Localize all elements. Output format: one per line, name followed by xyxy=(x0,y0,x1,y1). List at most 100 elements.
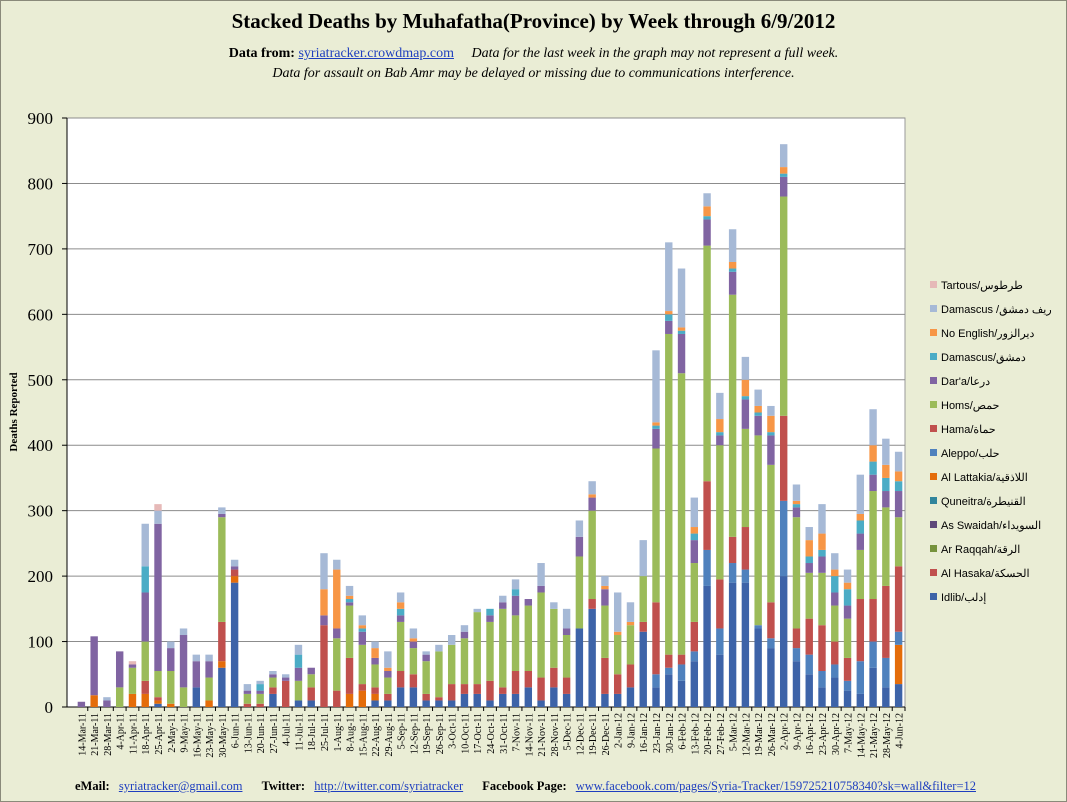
bar-segment xyxy=(167,671,175,704)
x-tick-label: 21-Nov-11 xyxy=(537,713,548,757)
bar-segment xyxy=(894,631,903,645)
bar-segment xyxy=(243,690,252,694)
twitter-link[interactable]: http://twitter.com/syriatracker xyxy=(314,779,464,793)
bar-segment xyxy=(613,693,622,707)
bar-segment xyxy=(754,435,762,626)
x-tick-label: 4-Jun-12 xyxy=(895,713,906,749)
bar-segment xyxy=(345,602,354,606)
bar-segment xyxy=(626,687,635,707)
legend-swatch xyxy=(930,353,937,360)
bar-segment xyxy=(741,569,750,583)
x-tick-label: 23-May-11 xyxy=(205,713,216,758)
legend-swatch xyxy=(930,329,937,336)
bar-segment xyxy=(741,356,750,380)
bar-segment xyxy=(294,700,303,707)
bar-segment xyxy=(728,229,737,262)
legend-label: Aleppo/حلب xyxy=(941,448,1000,460)
x-tick-label: 17-Oct-11 xyxy=(473,713,484,754)
x-tick-label: 12-Mar-12 xyxy=(741,713,752,756)
legend-label: Idlib/إدلب xyxy=(941,592,986,604)
email-link[interactable]: syriatracker@gmail.com xyxy=(118,779,243,793)
bar-segment xyxy=(779,576,788,707)
bar-segment xyxy=(792,507,801,518)
bar-segment xyxy=(690,533,699,541)
x-tick-label: 14-May-12 xyxy=(856,713,867,758)
bar-segment xyxy=(460,625,469,632)
bar-segment xyxy=(818,556,826,573)
bar-segment xyxy=(230,582,239,707)
bar-segment xyxy=(447,644,456,685)
bar-segment xyxy=(894,491,903,518)
legend-swatch xyxy=(930,473,937,480)
bar-segment xyxy=(613,592,622,632)
bar-segment xyxy=(409,641,418,649)
bar-segment xyxy=(154,504,162,511)
bar-segment xyxy=(652,425,660,429)
bar-segment xyxy=(677,680,686,707)
bar-segment xyxy=(307,674,315,688)
bar-segment xyxy=(307,700,315,707)
bar-segment xyxy=(345,585,354,596)
bar-segment xyxy=(626,664,635,688)
bar-segment xyxy=(230,569,239,577)
bar-segment xyxy=(626,602,635,622)
bar-segment xyxy=(601,657,609,694)
x-tick-label: 25-Jul-11 xyxy=(320,713,331,751)
bar-segment xyxy=(550,608,558,668)
data-source-link[interactable]: syriatracker.crowdmap.com xyxy=(298,46,454,61)
bar-segment xyxy=(447,684,456,701)
x-tick-label: 7-Nov-11 xyxy=(512,713,523,752)
y-tick-label: 300 xyxy=(28,502,54,521)
x-tick-label: 10-Oct-11 xyxy=(460,713,471,754)
bar-segment xyxy=(601,585,609,590)
bar-segment xyxy=(269,674,277,678)
bar-segment xyxy=(90,695,98,707)
bar-segment xyxy=(460,684,469,694)
bar-segment xyxy=(843,582,852,590)
bar-segment xyxy=(882,507,890,586)
bar-segment xyxy=(128,664,137,668)
bar-segment xyxy=(716,435,724,446)
bar-segment xyxy=(818,687,826,707)
bar-segment xyxy=(767,435,775,465)
bar-segment xyxy=(856,474,865,514)
bar-segment xyxy=(741,527,750,570)
bar-segment xyxy=(358,644,367,685)
bar-segment xyxy=(358,684,367,691)
bar-segment xyxy=(345,657,354,694)
bar-segment xyxy=(779,167,788,174)
bar-segment xyxy=(167,641,175,649)
bar-segment xyxy=(333,690,341,707)
bar-segment xyxy=(128,667,137,694)
bar-segment xyxy=(154,510,162,524)
bar-segment xyxy=(358,631,367,645)
bar-segment xyxy=(779,173,788,177)
x-tick-label: 21-Mar-11 xyxy=(90,713,101,756)
bar-segment xyxy=(320,589,328,616)
bar-segment xyxy=(409,638,418,642)
bar-segment xyxy=(613,631,622,636)
bar-segment xyxy=(371,693,379,701)
bar-segment xyxy=(333,569,341,629)
bar-segment xyxy=(499,595,507,603)
facebook-link[interactable]: www.facebook.com/pages/Syria-Tracker/159… xyxy=(575,779,976,793)
bar-segment xyxy=(690,621,699,652)
bar-segment xyxy=(447,635,456,645)
bar-segment xyxy=(894,644,903,685)
y-tick-label: 600 xyxy=(28,305,54,324)
bar-segment xyxy=(882,464,890,478)
bar-segment xyxy=(805,540,813,557)
bar-segment xyxy=(524,687,533,707)
bar-segment xyxy=(460,693,469,707)
bar-segment xyxy=(677,327,686,331)
bar-segment xyxy=(473,608,481,613)
bar-segment xyxy=(869,461,877,475)
bar-segment xyxy=(869,641,877,668)
bar-segment xyxy=(524,599,533,606)
bar-segment xyxy=(626,621,635,626)
bar-segment xyxy=(690,651,699,662)
bar-segment xyxy=(728,271,737,295)
bar-segment xyxy=(511,671,520,694)
bar-segment xyxy=(333,559,341,570)
